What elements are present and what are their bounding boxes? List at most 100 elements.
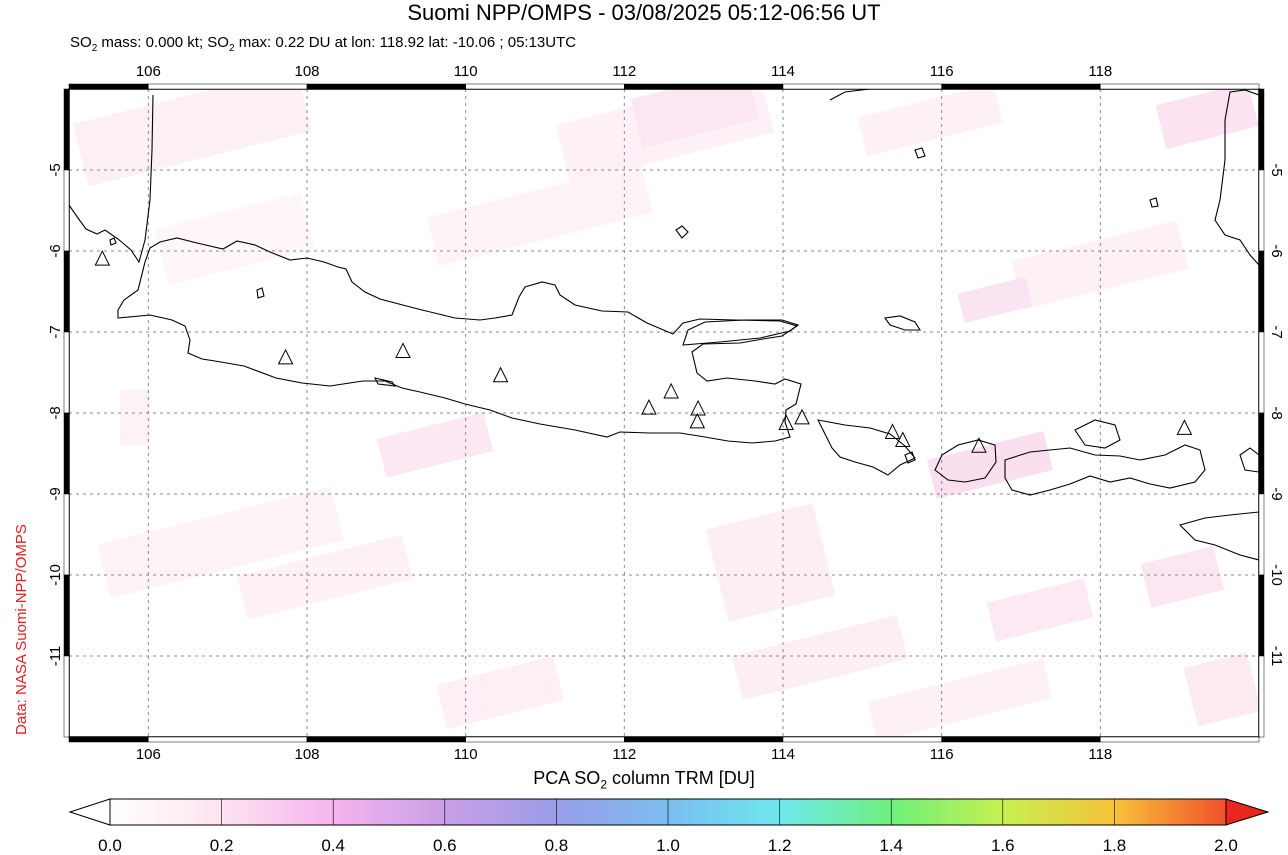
lon-label-bottom: 106	[136, 746, 161, 763]
frame-bar-top	[624, 83, 784, 90]
volcano-marker	[689, 412, 706, 429]
colorbar-title: PCA SO2 column TRM [DU]	[0, 768, 1288, 792]
lat-label-right: -10	[1268, 564, 1285, 586]
bali-coast	[817, 419, 916, 476]
lon-label-bottom: 112	[612, 746, 636, 763]
frame-bar-right	[1258, 331, 1265, 414]
frame-bar-bottom	[624, 736, 784, 743]
sumatra-coast	[69, 94, 154, 264]
lat-label-left: -9	[47, 487, 64, 500]
frame-bar-bottom	[782, 736, 942, 743]
frame-bar-top	[1100, 83, 1260, 90]
frame-bar-left	[63, 331, 70, 414]
colorbar-tick-label: 1.0	[656, 836, 680, 855]
colorbar-tick-label: 2.0	[1214, 836, 1238, 855]
frame-bar-bottom	[1100, 736, 1260, 743]
volcano-marker	[778, 414, 794, 431]
sumbawa-coast	[1004, 444, 1206, 496]
volcano-marker	[794, 408, 810, 425]
frame-bar-right	[1258, 574, 1265, 657]
lat-label-right: -7	[1268, 325, 1285, 338]
lon-label-bottom: 118	[1088, 746, 1112, 763]
lat-label-right: -9	[1268, 487, 1285, 500]
colorbar-low-arrow	[68, 798, 111, 826]
lon-label-bottom: 116	[930, 746, 954, 763]
madura-coast	[682, 319, 800, 346]
karimun-coast	[256, 287, 265, 299]
frame-bar-right	[1258, 655, 1265, 738]
flores-coast	[1239, 447, 1259, 473]
lat-label-left: -5	[47, 163, 64, 176]
lat-labels-left: -5 -6 -7 -8 -9 -10 -11	[47, 163, 64, 666]
frame-bar-right	[1258, 412, 1265, 495]
frame-bar-right	[1258, 250, 1265, 333]
frame-bar-left	[63, 493, 70, 576]
bawean-islet	[1149, 197, 1159, 208]
frame-bar-top	[306, 83, 466, 90]
frame-bars	[63, 83, 1265, 743]
sumbawa-north-coast	[1074, 419, 1121, 449]
lon-label-bottom: 110	[454, 746, 478, 763]
colorbar-tick-label: 1.4	[879, 836, 903, 855]
frame-bar-bottom	[941, 736, 1101, 743]
colorbar-tick-label: 1.8	[1103, 836, 1127, 855]
lon-label-top: 116	[930, 63, 954, 80]
frame-bar-left	[63, 655, 70, 738]
lon-label-top: 108	[294, 63, 319, 80]
lon-label-bottom: 108	[294, 746, 319, 763]
summary-subscript: 2	[228, 43, 235, 54]
colorbar-tick-label: 1.6	[991, 836, 1015, 855]
lat-labels-right: -5 -6 -7 -8 -9 -10 -11	[1268, 163, 1285, 666]
cb-title-part: column TRM [DU]	[607, 768, 755, 788]
colorbar-tick-label: 0.2	[210, 836, 234, 855]
frame-bar-right	[1258, 169, 1265, 252]
volcano-marker	[971, 437, 987, 453]
volcano-marker	[395, 342, 411, 358]
volcano-marker	[894, 431, 911, 448]
frame-bar-left	[63, 88, 70, 171]
frame-bar-top	[465, 83, 625, 90]
lat-label-left: -11	[47, 646, 64, 667]
java-coast	[117, 237, 802, 444]
colorbar-high-arrow	[1225, 798, 1270, 826]
sumba-coast	[1178, 511, 1259, 561]
volcano-marker	[884, 423, 901, 439]
borneo-coast	[829, 89, 871, 101]
so2-summary: SO2 mass: 0.000 kt; SO2 max: 0.22 DU at …	[70, 34, 576, 54]
colorbar-ticks: 0.0 0.2 0.4 0.6 0.8 1.0 1.2 1.4 1.6 1.8 2.0	[98, 799, 1238, 855]
cb-title-part: PCA SO	[533, 768, 601, 788]
coastlines	[69, 89, 1259, 561]
colorbar-tick-label: 0.8	[545, 836, 569, 855]
lombok-coast	[934, 439, 997, 483]
colorbar-tick-label: 0.0	[98, 836, 122, 855]
volcano-markers	[94, 249, 1193, 453]
lat-label-left: -8	[47, 406, 64, 419]
sulawesi-coast	[1214, 89, 1259, 266]
masalembu-islet	[914, 147, 926, 159]
cb-title-subscript: 2	[600, 777, 607, 792]
graticule	[69, 89, 1259, 737]
colorbar-tick-label: 0.6	[433, 836, 457, 855]
lon-label-top: 106	[136, 63, 161, 80]
summary-part: SO	[70, 34, 92, 51]
lon-label-bottom: 114	[771, 746, 795, 763]
summary-part: mass: 0.000 kt; SO	[97, 34, 229, 51]
lon-labels-bottom: 106 108 110 112 114 116 118	[136, 746, 1112, 763]
colorbar: 0.0 0.2 0.4 0.6 0.8 1.0 1.2 1.4 1.6 1.8 2.0	[68, 798, 1270, 855]
lat-label-left: -6	[47, 244, 64, 257]
nusakambangan-coast	[373, 377, 397, 387]
volcano-marker	[663, 382, 679, 399]
lat-label-right: -5	[1268, 163, 1285, 176]
lat-label-left: -7	[47, 325, 64, 338]
lon-label-top: 110	[454, 63, 478, 80]
lon-label-top: 112	[612, 63, 636, 80]
summary-part: max: 0.22 DU at lon: 118.92 lat: -10.06 …	[234, 34, 577, 51]
frame-bar-top	[782, 83, 942, 90]
lat-label-right: -8	[1268, 406, 1285, 419]
colorbar-tick-label: 0.4	[321, 836, 345, 855]
volcano-marker	[492, 366, 509, 383]
frame-bar-top	[941, 83, 1101, 90]
colorbar-tick-label: 1.2	[768, 836, 792, 855]
volcano-marker	[1176, 419, 1193, 435]
